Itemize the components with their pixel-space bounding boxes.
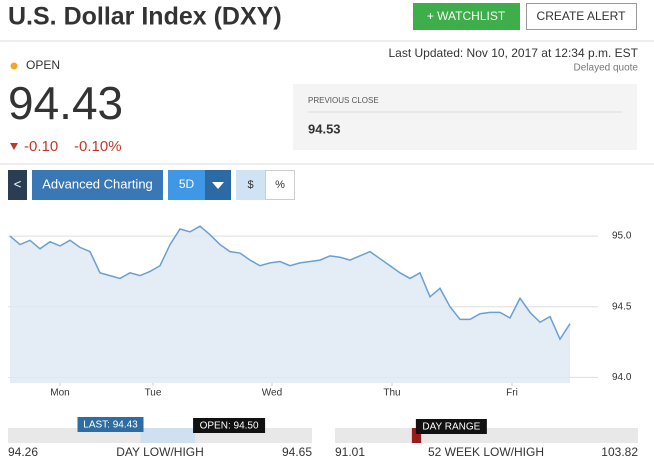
change-percent: -0.10%	[74, 138, 122, 155]
x-tick-label: Wed	[262, 388, 282, 399]
prev-close-box	[293, 84, 637, 150]
open-label: OPEN: 94.50	[200, 421, 259, 432]
market-status: OPEN	[26, 58, 60, 72]
x-tick-label: Fri	[506, 388, 518, 399]
day-range-marker	[411, 428, 422, 443]
back-label[interactable]: <	[14, 176, 22, 191]
week52-low: 91.01	[335, 445, 365, 459]
price: 94.43	[8, 77, 123, 129]
last-updated: Last Updated: Nov 10, 2017 at 12:34 p.m.…	[389, 46, 639, 60]
open-tag	[193, 418, 266, 433]
prev-close-label: PREVIOUS CLOSE	[308, 96, 379, 105]
week52-high: 103.82	[601, 445, 638, 459]
last-label: LAST: 94.43	[83, 420, 138, 431]
alert-button[interactable]	[526, 3, 637, 30]
day-low: 94.26	[8, 445, 38, 459]
dollar-button[interactable]	[236, 170, 265, 200]
week52-label: 52 WEEK LOW/HIGH	[428, 445, 544, 459]
prev-close-value: 94.53	[308, 121, 341, 136]
alert-label[interactable]: CREATE ALERT	[537, 9, 627, 23]
week52-bar	[335, 428, 638, 443]
percent-label[interactable]: %	[275, 179, 285, 191]
down-arrow	[10, 143, 18, 150]
advanced-label[interactable]: Advanced Charting	[42, 176, 153, 191]
y-tick-label: 94.0	[612, 372, 632, 383]
delayed-note: Delayed quote	[574, 63, 639, 74]
day-range-tag-label: DAY RANGE	[422, 422, 480, 433]
x-tick-label: Mon	[50, 388, 69, 399]
change: -0.10	[24, 138, 58, 155]
range-label[interactable]: 5D	[179, 177, 195, 191]
x-tick-label: Thu	[383, 388, 400, 399]
dollar-label[interactable]: $	[247, 179, 253, 191]
range-button[interactable]	[168, 170, 205, 200]
dropdown-arrow	[212, 182, 224, 189]
y-tick-label: 94.5	[612, 301, 632, 312]
day-high: 94.65	[282, 445, 312, 459]
y-tick-label: 95.0	[612, 231, 632, 242]
last-tag	[77, 417, 144, 432]
title: U.S. Dollar Index (DXY)	[8, 3, 282, 31]
watchlist-button[interactable]	[413, 3, 520, 30]
percent-button[interactable]	[265, 170, 295, 200]
watchlist-label[interactable]: + WATCHLIST	[427, 9, 506, 23]
line	[9, 225, 571, 341]
day-range-label: DAY LOW/HIGH	[116, 445, 204, 459]
x-tick-label: Tue	[145, 388, 162, 399]
day-range-tag	[415, 419, 487, 434]
area	[10, 226, 570, 383]
last-open-span	[140, 428, 196, 443]
advanced-button[interactable]	[32, 170, 163, 200]
back-button[interactable]	[8, 170, 27, 200]
sun-icon	[10, 62, 18, 70]
